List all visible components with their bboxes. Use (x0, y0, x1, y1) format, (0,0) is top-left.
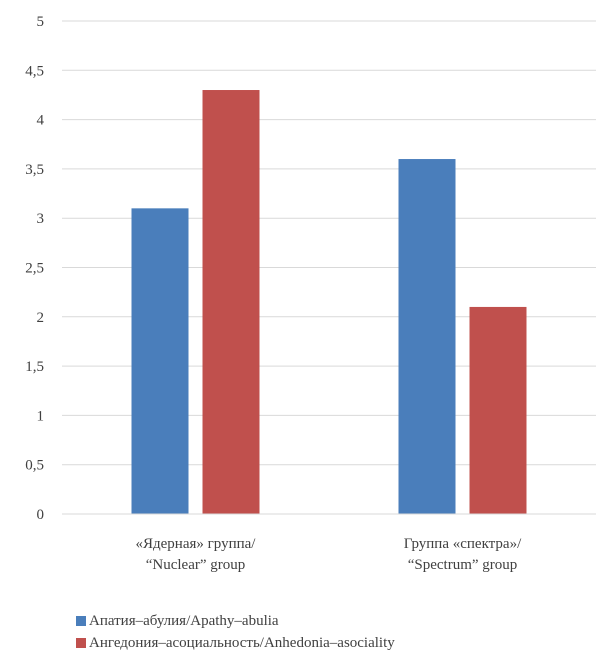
y-tick-label: 1,5 (25, 359, 44, 375)
y-tick-label: 5 (37, 14, 45, 30)
x-category-label: “Spectrum” group (408, 557, 518, 573)
y-tick-label: 2 (37, 310, 45, 326)
bar-chart: 0 0,5 1 1,5 2 2,5 3 3,5 4 4,5 5 «Ядерная» группа/ “… (25, 14, 596, 573)
y-tick-label: 0,5 (25, 458, 44, 474)
legend-label-anhedonia: Ангедония–асоциальность/Anhedonia–asocia… (89, 634, 395, 651)
y-tick-label: 1 (37, 408, 45, 424)
legend-swatch-apathy (76, 616, 86, 626)
x-category-label: “Nuclear” group (146, 557, 246, 573)
bar (469, 306, 527, 514)
bar (398, 159, 456, 515)
y-tick-label: 3 (37, 211, 45, 227)
y-tick-label: 2,5 (25, 261, 44, 277)
legend-item-anhedonia: Ангедония–асоциальность/Anhedonia–asocia… (76, 632, 395, 654)
x-category-label: «Ядерная» группа/ (136, 536, 257, 552)
legend: Апатия–абулия/Apathy–abulia Ангедония–ас… (76, 610, 395, 654)
y-tick-label: 3,5 (25, 162, 44, 178)
x-axis-categories: «Ядерная» группа/ “Nuclear” group Группа «… (136, 536, 523, 573)
legend-item-apathy: Апатия–абулия/Apathy–abulia (76, 610, 395, 632)
y-tick-label: 4 (37, 113, 45, 129)
y-tick-label: 4,5 (25, 63, 44, 79)
bar (131, 208, 189, 514)
legend-label-apathy: Апатия–абулия/Apathy–abulia (89, 612, 279, 629)
x-category-label: Группа «спектра»/ (404, 536, 522, 552)
y-tick-label: 0 (37, 507, 45, 523)
legend-swatch-anhedonia (76, 638, 86, 648)
bars (131, 90, 527, 515)
bar (202, 90, 260, 515)
y-axis-ticks: 0 0,5 1 1,5 2 2,5 3 3,5 4 4,5 5 (25, 14, 44, 523)
